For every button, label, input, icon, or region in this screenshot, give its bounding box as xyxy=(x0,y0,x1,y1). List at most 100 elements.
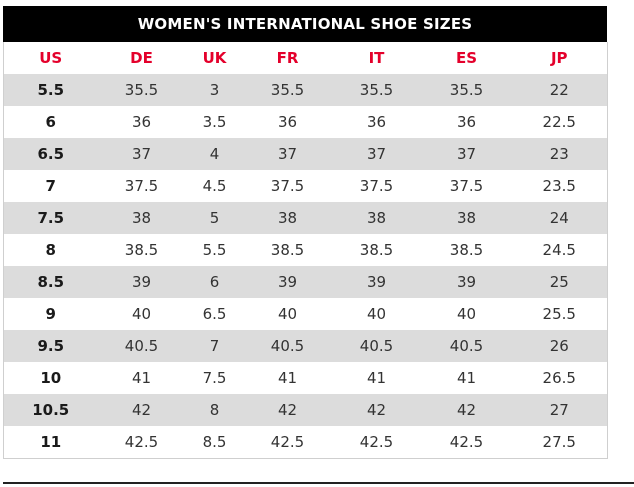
cell-es: 37.5 xyxy=(449,177,484,195)
cell-us: 7.5 xyxy=(37,209,65,227)
cell-jp: 22.5 xyxy=(542,113,576,131)
cell-fr: 41 xyxy=(277,369,298,387)
cell-de: 40.5 xyxy=(124,337,159,355)
cell-uk: 8.5 xyxy=(202,433,227,451)
cell-es: 41 xyxy=(456,369,477,387)
cell-de: 37 xyxy=(131,145,152,163)
column-header-es: ES xyxy=(421,42,512,74)
cell-us: 10.5 xyxy=(32,401,70,419)
cell-es: 38 xyxy=(456,209,477,227)
cell-de: 39 xyxy=(131,273,152,291)
cell-de: 42.5 xyxy=(124,433,159,451)
cell-fr: 38 xyxy=(277,209,298,227)
cell-uk: 4 xyxy=(209,145,220,163)
column-header-it: IT xyxy=(331,42,422,74)
cell-de: 35.5 xyxy=(124,81,159,99)
table-row: 5.5 35.5 3 35.5 35.5 35.5 22 xyxy=(3,74,608,106)
cell-us: 7 xyxy=(45,177,56,195)
cell-fr: 38.5 xyxy=(270,241,305,259)
cell-jp: 26 xyxy=(549,337,569,355)
cell-de: 36 xyxy=(131,113,152,131)
cell-de: 38.5 xyxy=(124,241,159,259)
cell-jp: 27 xyxy=(549,401,569,419)
cell-us: 8 xyxy=(45,241,56,259)
table-row: 8.5 39 6 39 39 39 25 xyxy=(3,266,608,298)
cell-it: 40.5 xyxy=(359,337,394,355)
cell-fr: 40 xyxy=(277,305,298,323)
size-chart: WOMEN'S INTERNATIONAL SHOE SIZES US DE U… xyxy=(3,6,608,459)
cell-de: 41 xyxy=(131,369,152,387)
cell-it: 37.5 xyxy=(359,177,394,195)
cell-uk: 6 xyxy=(209,273,220,291)
table-row: 9.5 40.5 7 40.5 40.5 40.5 26 xyxy=(3,330,608,362)
cell-it: 40 xyxy=(366,305,387,323)
cell-es: 40.5 xyxy=(449,337,484,355)
cell-it: 35.5 xyxy=(359,81,394,99)
cell-it: 37 xyxy=(366,145,387,163)
cell-es: 38.5 xyxy=(449,241,484,259)
cell-uk: 5.5 xyxy=(202,241,227,259)
cell-us: 10 xyxy=(40,369,62,387)
column-header-us: US xyxy=(3,42,98,74)
cell-fr: 37.5 xyxy=(270,177,305,195)
table-row: 6 36 3.5 36 36 36 22.5 xyxy=(3,106,608,138)
cell-de: 37.5 xyxy=(124,177,159,195)
cell-fr: 35.5 xyxy=(270,81,305,99)
cell-fr: 37 xyxy=(277,145,298,163)
cell-uk: 5 xyxy=(209,209,220,227)
cell-it: 38 xyxy=(366,209,387,227)
cell-it: 36 xyxy=(366,113,387,131)
table-row: 7.5 38 5 38 38 38 24 xyxy=(3,202,608,234)
cell-uk: 7 xyxy=(209,337,220,355)
table-row: 10.5 42 8 42 42 42 27 xyxy=(3,394,608,426)
table-row: 10 41 7.5 41 41 41 26.5 xyxy=(3,362,608,394)
cell-jp: 22 xyxy=(549,81,569,99)
cell-jp: 24.5 xyxy=(542,241,576,259)
cell-it: 38.5 xyxy=(359,241,394,259)
table-row: 9 40 6.5 40 40 40 25.5 xyxy=(3,298,608,330)
cell-us: 5.5 xyxy=(37,81,65,99)
cell-uk: 4.5 xyxy=(202,177,227,195)
cell-us: 11 xyxy=(40,433,62,451)
cell-jp: 25.5 xyxy=(542,305,576,323)
cell-uk: 3.5 xyxy=(202,113,227,131)
cell-us: 6 xyxy=(45,113,56,131)
header-row: US DE UK FR IT ES JP xyxy=(3,42,608,74)
table-row: 7 37.5 4.5 37.5 37.5 37.5 23.5 xyxy=(3,170,608,202)
cell-uk: 8 xyxy=(209,401,220,419)
cell-de: 40 xyxy=(131,305,152,323)
cell-es: 39 xyxy=(456,273,477,291)
cell-it: 39 xyxy=(366,273,387,291)
cell-it: 42 xyxy=(366,401,387,419)
column-header-fr: FR xyxy=(243,42,332,74)
cell-uk: 6.5 xyxy=(202,305,227,323)
cell-es: 42 xyxy=(456,401,477,419)
cell-de: 38 xyxy=(131,209,152,227)
cell-jp: 26.5 xyxy=(542,369,576,387)
cell-fr: 42 xyxy=(277,401,298,419)
column-header-uk: UK xyxy=(185,42,244,74)
divider xyxy=(3,482,634,484)
size-table: US DE UK FR IT ES JP 5.5 35.5 3 35.5 35.5 35.… xyxy=(3,42,608,459)
cell-es: 42.5 xyxy=(449,433,484,451)
cell-jp: 27.5 xyxy=(542,433,576,451)
cell-uk: 7.5 xyxy=(202,369,227,387)
column-header-jp: JP xyxy=(511,42,608,74)
cell-fr: 36 xyxy=(277,113,298,131)
cell-fr: 42.5 xyxy=(270,433,305,451)
cell-jp: 23 xyxy=(549,145,569,163)
column-header-de: DE xyxy=(97,42,186,74)
cell-fr: 40.5 xyxy=(270,337,305,355)
chart-title: WOMEN'S INTERNATIONAL SHOE SIZES xyxy=(3,6,607,42)
cell-jp: 24 xyxy=(549,209,569,227)
cell-jp: 25 xyxy=(549,273,569,291)
cell-es: 35.5 xyxy=(449,81,484,99)
cell-es: 37 xyxy=(456,145,477,163)
cell-us: 9 xyxy=(45,305,56,323)
cell-us: 6.5 xyxy=(37,145,65,163)
table-row: 8 38.5 5.5 38.5 38.5 38.5 24.5 xyxy=(3,234,608,266)
cell-uk: 3 xyxy=(209,81,220,99)
cell-it: 42.5 xyxy=(359,433,394,451)
cell-es: 40 xyxy=(456,305,477,323)
cell-us: 8.5 xyxy=(37,273,65,291)
